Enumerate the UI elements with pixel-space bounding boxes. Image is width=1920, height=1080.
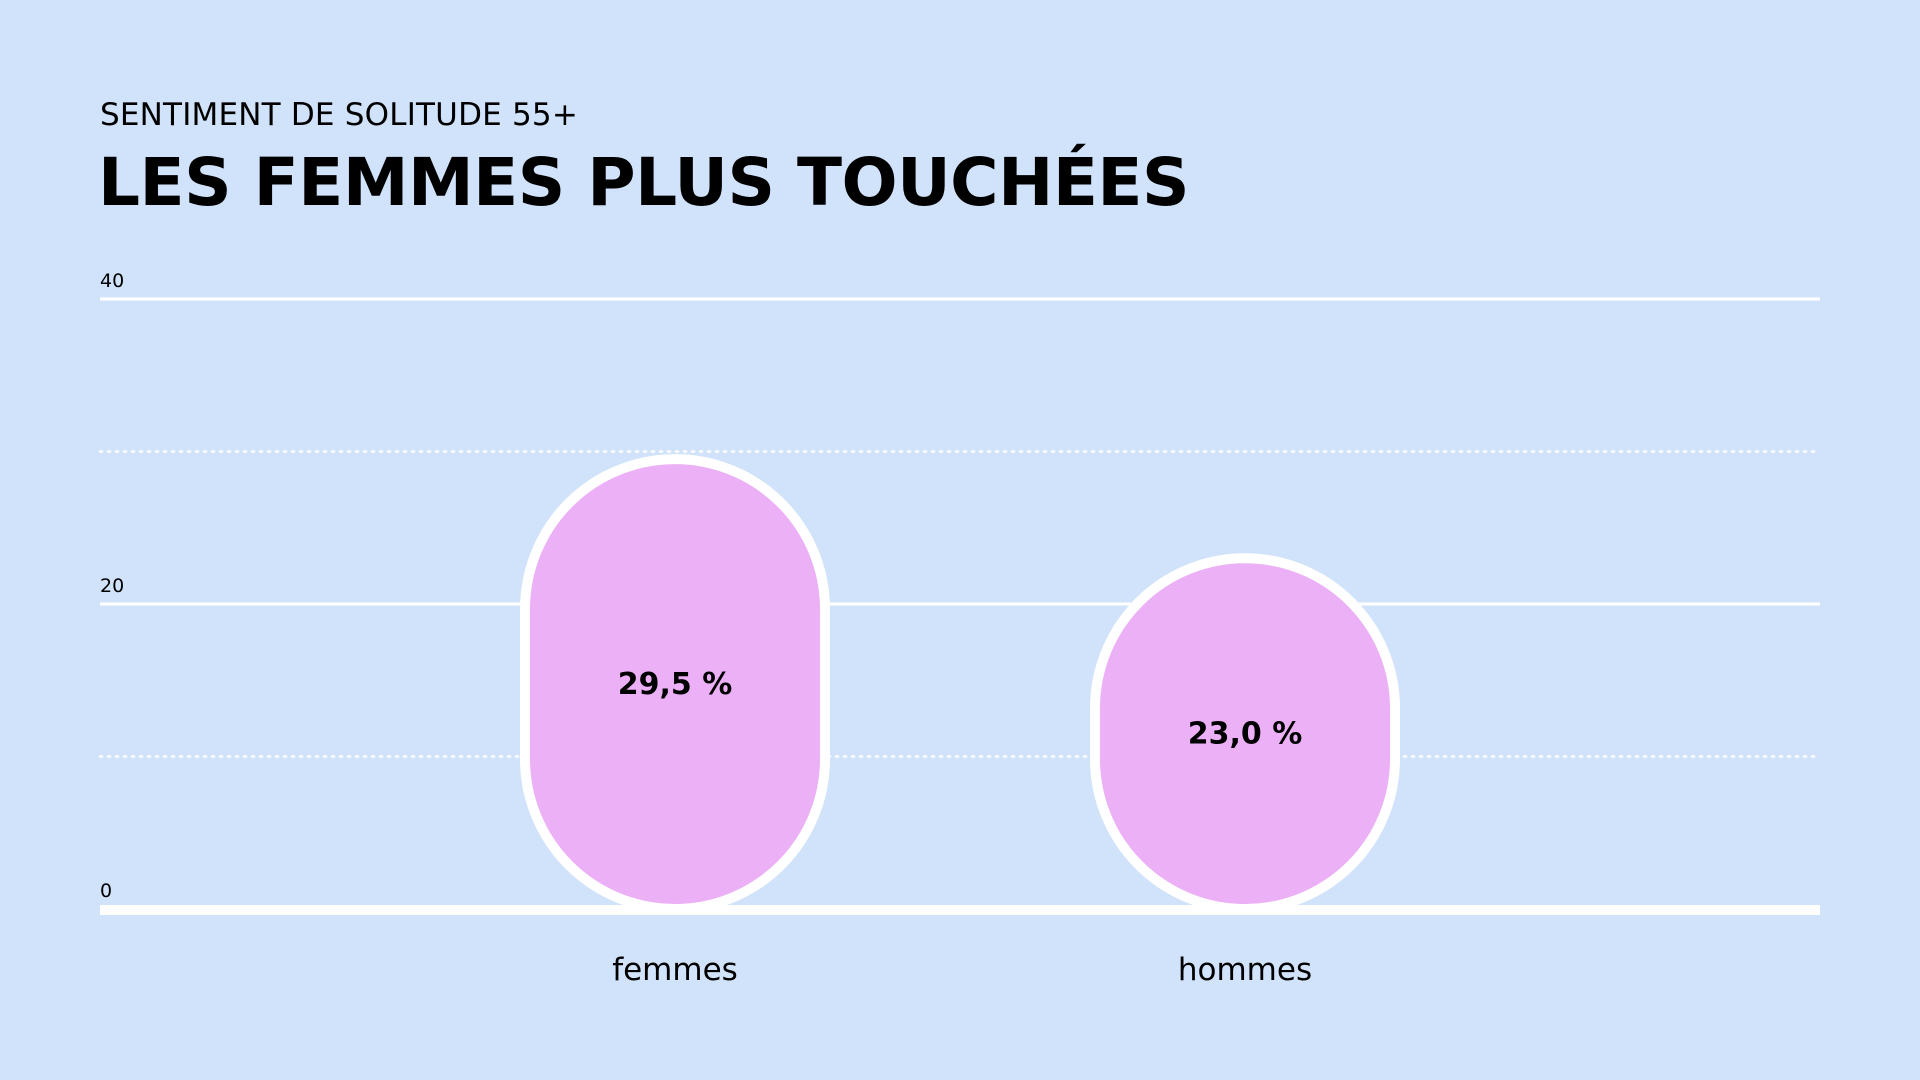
value-label-hommes: 23,0 % (1188, 717, 1303, 752)
x-axis-baseline (100, 905, 1820, 915)
labels: 0 20 40 29,5 % femmes 23,0 % hommes (100, 270, 1312, 988)
y-tick-label-20: 20 (100, 575, 124, 597)
y-tick-label-0: 0 (100, 880, 112, 902)
chart-subtitle: SENTIMENT DE SOLITUDE 55+ (100, 97, 579, 133)
category-label-femmes: femmes (612, 952, 738, 988)
category-label-hommes: hommes (1178, 952, 1312, 988)
value-label-femmes: 29,5 % (618, 667, 733, 702)
gridlines (98, 297, 1822, 758)
bars (100, 454, 1820, 915)
chart-title: LES FEMMES PLUS TOUCHÉES (98, 144, 1190, 221)
y-tick-label-40: 40 (100, 270, 124, 292)
